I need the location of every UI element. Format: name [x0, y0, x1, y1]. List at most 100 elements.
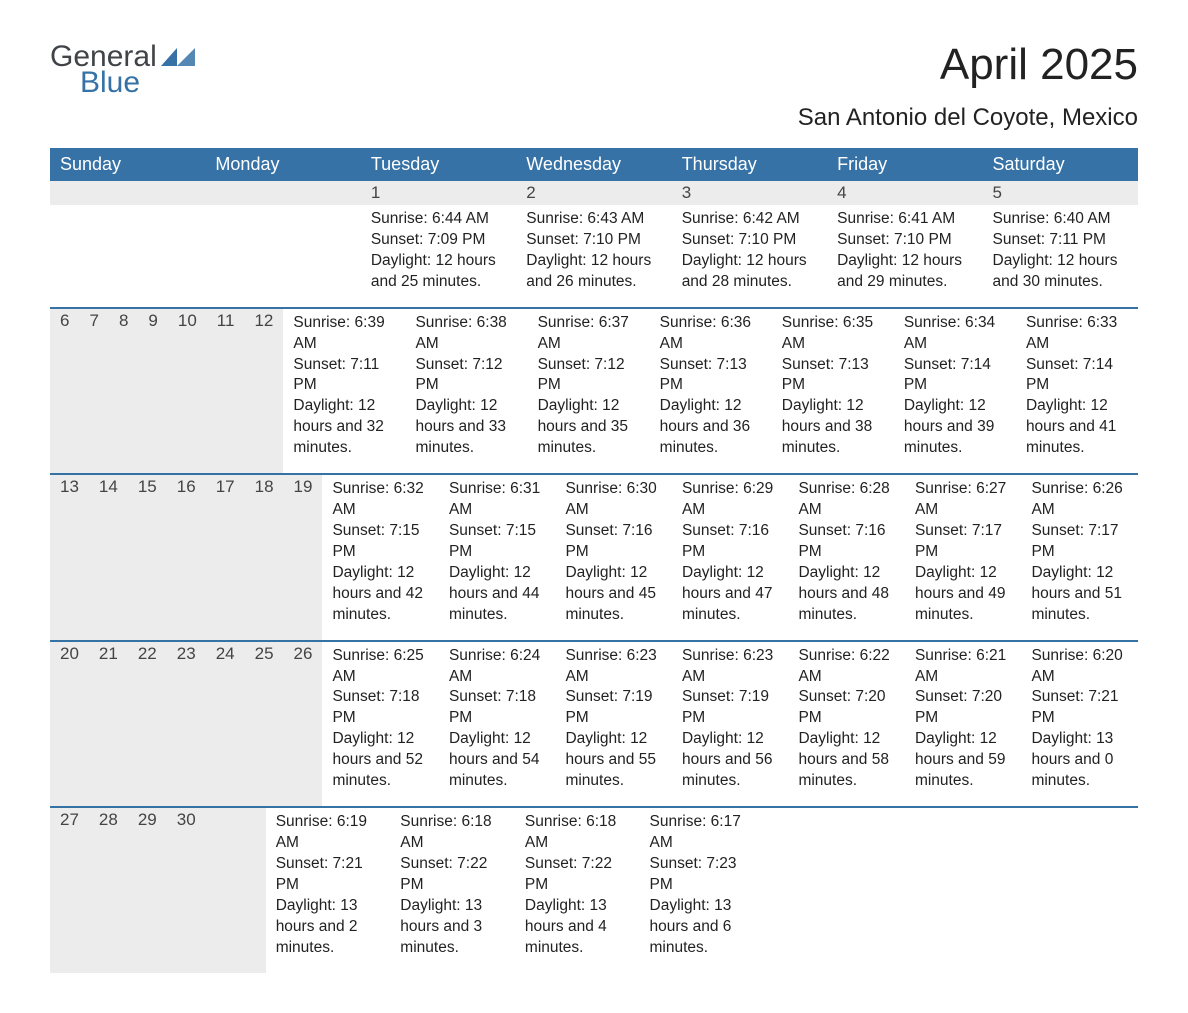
day-cell: Sunrise: 6:36 AMSunset: 7:13 PMDaylight:… — [650, 309, 772, 473]
sunset-line: Sunset: 7:11 PM — [293, 355, 395, 397]
sunset-line: Sunset: 7:17 PM — [915, 521, 1012, 563]
calendar-week: 20212223242526Sunrise: 6:25 AMSunset: 7:… — [50, 640, 1138, 806]
day-cell — [764, 808, 889, 972]
sunset-line: Sunset: 7:14 PM — [904, 355, 1006, 397]
sunset-line: Sunset: 7:16 PM — [798, 521, 895, 563]
location-subtitle: San Antonio del Coyote, Mexico — [50, 104, 1138, 132]
day-body-row: Sunrise: 6:32 AMSunset: 7:15 PMDaylight:… — [322, 475, 1138, 639]
day-cell: Sunrise: 6:18 AMSunset: 7:22 PMDaylight:… — [515, 808, 640, 972]
day-number: 17 — [206, 475, 245, 639]
sunset-line: Sunset: 7:19 PM — [565, 687, 662, 729]
daylight-line: Daylight: 12 hours and 47 minutes. — [682, 563, 779, 626]
day-number: 9 — [138, 309, 167, 473]
daylight-line: Daylight: 12 hours and 56 minutes. — [682, 729, 779, 792]
weekday-header-cell: Wednesday — [516, 148, 671, 181]
sunrise-line: Sunrise: 6:33 AM — [1026, 313, 1128, 355]
sunset-line: Sunset: 7:13 PM — [660, 355, 762, 397]
daylight-line: Daylight: 13 hours and 3 minutes. — [400, 896, 505, 959]
day-cell — [889, 808, 1014, 972]
day-number: 6 — [50, 309, 79, 473]
sunset-line: Sunset: 7:14 PM — [1026, 355, 1128, 397]
daylight-line: Daylight: 12 hours and 51 minutes. — [1031, 563, 1128, 626]
day-number — [50, 181, 205, 205]
day-number: 19 — [284, 475, 323, 639]
daylight-line: Daylight: 12 hours and 39 minutes. — [904, 396, 1006, 459]
sunrise-line: Sunrise: 6:19 AM — [276, 812, 381, 854]
day-body-row: Sunrise: 6:44 AMSunset: 7:09 PMDaylight:… — [50, 205, 1138, 307]
day-cell: Sunrise: 6:25 AMSunset: 7:18 PMDaylight:… — [322, 642, 439, 806]
daylight-line: Daylight: 12 hours and 42 minutes. — [332, 563, 429, 626]
day-number: 29 — [128, 808, 167, 972]
day-cell: Sunrise: 6:23 AMSunset: 7:19 PMDaylight:… — [672, 642, 789, 806]
day-cell: Sunrise: 6:32 AMSunset: 7:15 PMDaylight:… — [322, 475, 439, 639]
day-number: 21 — [89, 642, 128, 806]
logo-word2: Blue — [80, 66, 195, 100]
daylight-line: Daylight: 12 hours and 25 minutes. — [371, 251, 506, 293]
weekday-header-cell: Sunday — [50, 148, 205, 181]
daylight-line: Daylight: 12 hours and 52 minutes. — [332, 729, 429, 792]
sunrise-line: Sunrise: 6:35 AM — [782, 313, 884, 355]
daylight-line: Daylight: 12 hours and 36 minutes. — [660, 396, 762, 459]
daynum-row: 6789101112 — [50, 309, 283, 473]
day-number: 8 — [109, 309, 138, 473]
sunrise-line: Sunrise: 6:39 AM — [293, 313, 395, 355]
day-cell: Sunrise: 6:22 AMSunset: 7:20 PMDaylight:… — [788, 642, 905, 806]
calendar-week: 6789101112Sunrise: 6:39 AMSunset: 7:11 P… — [50, 307, 1138, 473]
sunset-line: Sunset: 7:17 PM — [1031, 521, 1128, 563]
sunset-line: Sunset: 7:16 PM — [682, 521, 779, 563]
calendar-page: General Blue April 2025 San Antonio del … — [0, 0, 1188, 1013]
calendar-week: 13141516171819Sunrise: 6:32 AMSunset: 7:… — [50, 473, 1138, 639]
day-number: 7 — [79, 309, 108, 473]
daylight-line: Daylight: 13 hours and 4 minutes. — [525, 896, 630, 959]
sunrise-line: Sunrise: 6:44 AM — [371, 209, 506, 230]
sunset-line: Sunset: 7:23 PM — [650, 854, 755, 896]
daylight-line: Daylight: 12 hours and 44 minutes. — [449, 563, 546, 626]
sunrise-line: Sunrise: 6:27 AM — [915, 479, 1012, 521]
daylight-line: Daylight: 12 hours and 58 minutes. — [798, 729, 895, 792]
sunrise-line: Sunrise: 6:29 AM — [682, 479, 779, 521]
day-number: 11 — [207, 309, 245, 473]
day-number: 28 — [89, 808, 128, 972]
sunset-line: Sunset: 7:20 PM — [798, 687, 895, 729]
sunrise-line: Sunrise: 6:20 AM — [1031, 646, 1128, 688]
sunrise-line: Sunrise: 6:25 AM — [332, 646, 429, 688]
day-number: 22 — [128, 642, 167, 806]
sunrise-line: Sunrise: 6:31 AM — [449, 479, 546, 521]
sunrise-line: Sunrise: 6:28 AM — [798, 479, 895, 521]
day-cell: Sunrise: 6:17 AMSunset: 7:23 PMDaylight:… — [640, 808, 765, 972]
sunset-line: Sunset: 7:10 PM — [682, 230, 817, 251]
day-number — [206, 808, 226, 972]
day-cell: Sunrise: 6:30 AMSunset: 7:16 PMDaylight:… — [555, 475, 672, 639]
day-cell: Sunrise: 6:37 AMSunset: 7:12 PMDaylight:… — [528, 309, 650, 473]
sunset-line: Sunset: 7:16 PM — [565, 521, 662, 563]
sunrise-line: Sunrise: 6:32 AM — [332, 479, 429, 521]
day-cell: Sunrise: 6:27 AMSunset: 7:17 PMDaylight:… — [905, 475, 1022, 639]
weekday-header-cell: Saturday — [983, 148, 1138, 181]
sunrise-line: Sunrise: 6:17 AM — [650, 812, 755, 854]
day-number: 5 — [983, 181, 1138, 205]
day-cell — [1013, 808, 1138, 972]
day-cell: Sunrise: 6:40 AMSunset: 7:11 PMDaylight:… — [983, 205, 1138, 307]
day-number: 18 — [245, 475, 284, 639]
sunset-line: Sunset: 7:19 PM — [682, 687, 779, 729]
daylight-line: Daylight: 12 hours and 32 minutes. — [293, 396, 395, 459]
daylight-line: Daylight: 12 hours and 33 minutes. — [415, 396, 517, 459]
weekday-header-cell: Tuesday — [361, 148, 516, 181]
sunrise-line: Sunrise: 6:21 AM — [915, 646, 1012, 688]
daylight-line: Daylight: 12 hours and 30 minutes. — [993, 251, 1128, 293]
sunrise-line: Sunrise: 6:24 AM — [449, 646, 546, 688]
sunset-line: Sunset: 7:15 PM — [449, 521, 546, 563]
day-number: 10 — [168, 309, 207, 473]
day-cell: Sunrise: 6:20 AMSunset: 7:21 PMDaylight:… — [1021, 642, 1138, 806]
weekday-header-cell: Friday — [827, 148, 982, 181]
sunrise-line: Sunrise: 6:38 AM — [415, 313, 517, 355]
day-cell: Sunrise: 6:33 AMSunset: 7:14 PMDaylight:… — [1016, 309, 1138, 473]
sunrise-line: Sunrise: 6:36 AM — [660, 313, 762, 355]
daylight-line: Daylight: 12 hours and 29 minutes. — [837, 251, 972, 293]
day-number: 26 — [284, 642, 323, 806]
day-number — [226, 808, 246, 972]
weekday-header-cell: Monday — [205, 148, 360, 181]
day-cell: Sunrise: 6:26 AMSunset: 7:17 PMDaylight:… — [1021, 475, 1138, 639]
day-number: 20 — [50, 642, 89, 806]
calendar-week: 27282930Sunrise: 6:19 AMSunset: 7:21 PMD… — [50, 806, 1138, 972]
